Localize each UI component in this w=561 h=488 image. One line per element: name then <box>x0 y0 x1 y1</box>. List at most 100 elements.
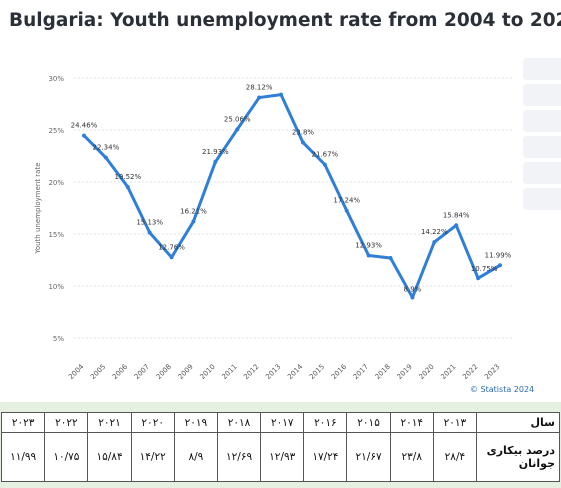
table-cell-year: ۲۰۱۴ <box>389 412 434 433</box>
x-tick-label: 2005 <box>89 363 107 381</box>
data-label: 16.21% <box>180 207 207 215</box>
y-tick-label: 30% <box>48 75 64 83</box>
x-tick-label: 2023 <box>483 363 501 381</box>
line-chart: 5% 10% 15% 20% 25% 30% Youth unemployment rate… <box>34 75 512 381</box>
data-point <box>169 255 174 260</box>
data-point <box>498 263 502 268</box>
table-cell-rate: ۱۵/۸۴ <box>87 432 132 482</box>
data-label: 10.75% <box>471 265 498 273</box>
x-tick-label: 2004 <box>67 362 86 381</box>
data-point <box>300 140 305 145</box>
data-label: 24.46% <box>71 122 98 130</box>
data-point <box>213 159 218 164</box>
data-point <box>147 230 152 235</box>
side-tab[interactable] <box>523 58 561 80</box>
data-point <box>235 127 240 132</box>
table-row: سال ۲۰۱۳ ۲۰۱۴ ۲۰۱۵ ۲۰۱۶ ۲۰۱۷ ۲۰۱۸ ۲۰۱۹ ۲۰۲۰ ۲۰۲۱… <box>0 412 560 433</box>
side-tab[interactable] <box>523 188 561 210</box>
y-tick-label: 25% <box>48 127 64 135</box>
table-cell-rate: ۸/۹ <box>173 432 218 482</box>
side-tab[interactable] <box>523 110 561 132</box>
chart-title: Bulgaria: Youth unemployment rate from 2… <box>9 10 561 31</box>
table-cell-year: ۲۰۲۳ <box>0 412 46 433</box>
table-cell-rate: ۱۰/۷۵ <box>44 432 89 482</box>
x-tick-label: 2019 <box>396 363 414 381</box>
table-header-rate: درصد بیکاری جوانان <box>476 432 560 482</box>
data-point <box>476 276 481 281</box>
y-axis-label: Youth unemployment rate <box>34 162 42 254</box>
x-tick-label: 2012 <box>242 363 260 381</box>
data-label: 21.67% <box>311 151 338 159</box>
data-label: 15.84% <box>443 211 470 219</box>
chart-panel: Bulgaria: Youth unemployment rate from 2… <box>0 0 561 402</box>
x-tick-label: 2016 <box>330 362 349 381</box>
data-point <box>410 295 415 300</box>
side-tab[interactable] <box>523 162 561 184</box>
data-label: 12.93% <box>355 242 382 250</box>
data-point <box>344 208 349 213</box>
table-cell-year: ۲۰۱۹ <box>173 412 218 433</box>
table-header-year: سال <box>476 412 560 433</box>
data-label: 11.99% <box>485 251 512 259</box>
data-point <box>191 219 196 224</box>
data-label: 28.12% <box>246 84 273 92</box>
x-tick-label: 2007 <box>133 363 151 381</box>
table-cell-year: ۲۰۱۳ <box>432 412 478 433</box>
source-credit[interactable]: © Statista 2024 <box>470 385 535 394</box>
table-cell-year: ۲۰۲۰ <box>130 412 175 433</box>
x-tick-label: 2010 <box>199 363 217 381</box>
table-cell-year: ۲۰۱۸ <box>216 412 262 433</box>
table-cell-year: ۲۰۲۱ <box>87 412 132 433</box>
x-tick-label: 2018 <box>374 363 392 381</box>
table-cell-rate: ۱۱/۹۹ <box>0 432 46 482</box>
data-label: 14.22% <box>421 228 448 236</box>
table-cell-year: ۲۰۱۶ <box>303 412 348 433</box>
x-tick-label: 2013 <box>264 363 282 381</box>
data-label: 25.06% <box>224 115 251 123</box>
table-cell-rate: ۲۳/۸ <box>389 432 434 482</box>
x-tick-label: 2020 <box>417 363 435 381</box>
y-tick-label: 15% <box>48 231 64 239</box>
x-tick-label: 2021 <box>439 363 457 381</box>
table-cell-rate: ۱۲/۶۹ <box>216 432 262 482</box>
table-cell-rate: ۲۱/۶۷ <box>346 432 391 482</box>
table-cell-year: ۲۰۱۷ <box>260 412 305 433</box>
table-cell-year: ۲۰۲۲ <box>44 412 89 433</box>
series-line <box>82 93 502 299</box>
data-point <box>257 95 262 100</box>
x-tick-label: 2015 <box>308 363 326 381</box>
table-cell-rate: ۱۲/۹۳ <box>260 432 305 482</box>
side-tab[interactable] <box>523 84 561 106</box>
x-tick-label: 2008 <box>155 363 173 381</box>
x-tick-label: 2017 <box>352 363 370 381</box>
y-tick-label: 10% <box>48 283 64 291</box>
table-cell-rate: ۱۴/۲۲ <box>130 432 175 482</box>
data-label: 15.13% <box>136 219 163 227</box>
data-point <box>103 155 108 160</box>
table-cell-rate: ۱۷/۲۴ <box>303 432 348 482</box>
table-row: درصد بیکاری جوانان ۲۸/۴ ۲۳/۸ ۲۱/۶۷ ۱۷/۲۴ ۱۲/… <box>0 432 560 482</box>
data-table: سال ۲۰۱۳ ۲۰۱۴ ۲۰۱۵ ۲۰۱۶ ۲۰۱۷ ۲۰۱۸ ۲۰۱۹ ۲۰۲۰ ۲۰۲۱… <box>0 412 560 482</box>
data-label: 21.93% <box>202 148 229 156</box>
data-label: 22.34% <box>93 144 120 152</box>
data-label: 23.8% <box>292 128 315 136</box>
x-tick-label: 2011 <box>220 363 238 381</box>
table-cell-rate: ۲۸/۴ <box>432 432 478 482</box>
x-tick-label: 2009 <box>177 363 195 381</box>
x-tick-label: 2022 <box>461 363 479 381</box>
side-tab[interactable] <box>523 136 561 158</box>
y-tick-label: 20% <box>48 179 64 187</box>
data-point <box>432 240 437 245</box>
y-tick-label: 5% <box>53 335 64 343</box>
data-point <box>279 92 284 97</box>
data-label: 8.9% <box>404 285 422 293</box>
x-tick-label: 2014 <box>286 362 305 381</box>
data-label: 19.52% <box>114 173 141 181</box>
table-cell-year: ۲۰۱۵ <box>346 412 391 433</box>
data-point <box>125 184 130 189</box>
data-point <box>322 162 327 167</box>
data-point <box>388 256 393 261</box>
x-tick-label: 2006 <box>111 362 130 381</box>
data-label: 17.24% <box>333 197 360 205</box>
data-point <box>454 223 459 228</box>
